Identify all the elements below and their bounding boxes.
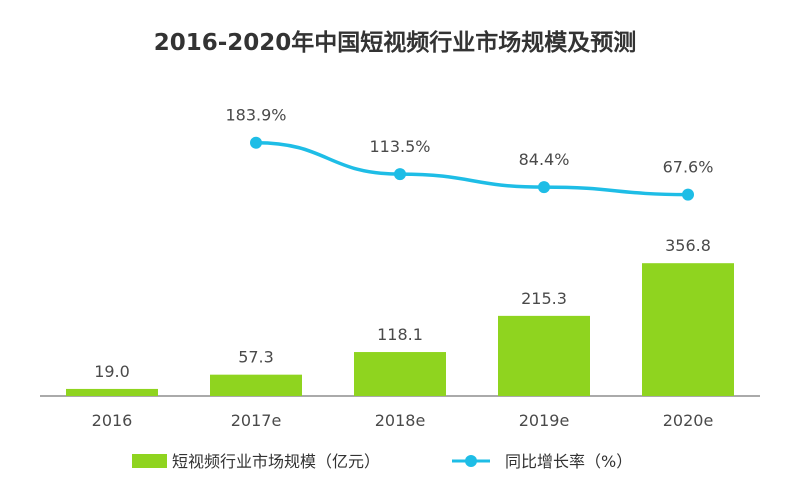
growth-rate-label-2019e: 84.4% xyxy=(519,150,570,169)
bar-2019e xyxy=(498,315,590,396)
bar-value-label-2019e: 215.3 xyxy=(521,289,567,308)
bar-value-label-2017e: 57.3 xyxy=(238,348,274,367)
legend: 短视频行业市场规模（亿元） 同比增长率（%） xyxy=(132,452,632,471)
growth-rate-line-group xyxy=(250,136,694,201)
legend-bar-label: 短视频行业市场规模（亿元） xyxy=(172,452,380,471)
growth-rate-labels: 183.9% 113.5% 84.4% 67.6% xyxy=(225,106,713,177)
chart-title: 2016-2020年中国短视频行业市场规模及预测 xyxy=(154,29,637,56)
x-tick-label-2020e: 2020e xyxy=(663,411,714,430)
bar-value-label-2020e: 356.8 xyxy=(665,236,711,255)
bar-2018e xyxy=(354,352,446,396)
bar-value-label-2018e: 118.1 xyxy=(377,325,423,344)
legend-bar-swatch xyxy=(132,454,167,468)
growth-rate-point-2019e xyxy=(538,181,550,194)
x-tick-labels: 2016 2017e 2018e 2019e 2020e xyxy=(92,411,714,430)
growth-rate-label-2018e: 113.5% xyxy=(369,137,430,156)
growth-rate-label-2020e: 67.6% xyxy=(663,158,714,177)
bars-group xyxy=(66,263,734,396)
bar-2016 xyxy=(66,388,158,396)
bar-2017e xyxy=(210,374,302,396)
growth-rate-point-2020e xyxy=(682,188,694,201)
bar-value-labels: 19.0 57.3 118.1 215.3 356.8 xyxy=(94,236,711,381)
x-tick-label-2019e: 2019e xyxy=(519,411,570,430)
x-tick-label-2017e: 2017e xyxy=(231,411,282,430)
growth-rate-point-2017e xyxy=(250,136,262,149)
growth-rate-point-2018e xyxy=(394,168,406,181)
x-tick-label-2016: 2016 xyxy=(92,411,133,430)
legend-line-marker xyxy=(465,455,477,467)
growth-rate-line xyxy=(254,140,690,197)
bar-2020e xyxy=(642,263,734,396)
growth-rate-label-2017e: 183.9% xyxy=(225,106,286,125)
legend-line-label: 同比增长率（%） xyxy=(505,452,632,471)
bar-value-label-2016: 19.0 xyxy=(94,362,130,381)
x-tick-label-2018e: 2018e xyxy=(375,411,426,430)
